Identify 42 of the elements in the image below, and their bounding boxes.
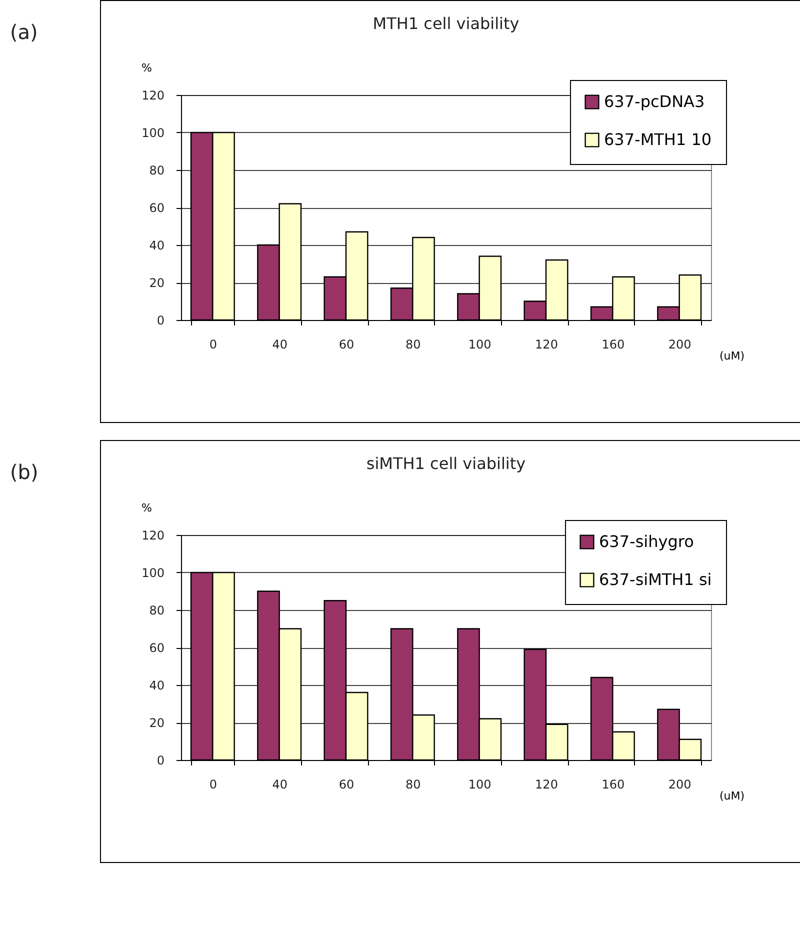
y-tick-label: 80 [149, 604, 164, 618]
y-tick-label: 20 [149, 716, 164, 730]
x-tick-label: 120 [535, 338, 558, 352]
y-tick-label: 80 [149, 164, 164, 178]
y-tick-label: 120 [142, 528, 164, 542]
y-tick-label: 100 [142, 126, 164, 140]
y-tick-label: 40 [149, 238, 164, 252]
x-tick-label: 40 [272, 338, 288, 352]
x-tick-label: 120 [535, 778, 558, 792]
y-tick-label: 100 [142, 566, 164, 580]
x-tick-label: 80 [406, 778, 421, 792]
y-tick-label: 0 [156, 314, 164, 328]
x-tick-label: 0 [209, 778, 217, 792]
y-tick-label: 0 [156, 754, 164, 768]
y-tick-label: 40 [149, 678, 164, 692]
x-axis-title: (uM) [720, 350, 745, 362]
chart-title: MTH1 cell viability [372, 14, 520, 33]
text: (b) [10, 460, 38, 484]
y-axis-title: % [142, 502, 152, 514]
x-tick-label: 40 [272, 778, 288, 792]
text: (a) [10, 20, 38, 44]
x-tick-label: 100 [468, 778, 492, 792]
x-tick-label: 200 [668, 338, 692, 352]
x-tick-label: 200 [668, 778, 692, 792]
y-tick-label: 60 [149, 641, 164, 655]
chart-title: siMTH1 cell viability [366, 454, 526, 473]
x-axis-title: (uM) [720, 790, 745, 802]
x-tick-label: 80 [406, 338, 421, 352]
legend-label: 637-siMTH1 si [599, 570, 712, 589]
x-tick-label: 60 [338, 338, 354, 352]
y-axis-title: % [142, 62, 152, 74]
x-tick-label: 160 [602, 778, 625, 792]
x-tick-label: 0 [209, 338, 217, 352]
legend-label: 637-sihygro [599, 532, 694, 551]
y-tick-label: 20 [149, 276, 164, 290]
x-tick-label: 160 [602, 338, 625, 352]
y-tick-label: 60 [149, 201, 164, 215]
x-tick-label: 100 [468, 338, 492, 352]
legend-label: 637-MTH1 10 [604, 130, 712, 149]
legend-label: 637-pcDNA3 [604, 92, 705, 111]
y-tick-label: 120 [142, 88, 164, 102]
x-tick-label: 60 [338, 778, 354, 792]
